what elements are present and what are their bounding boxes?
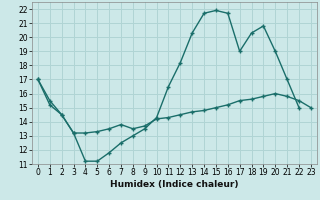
X-axis label: Humidex (Indice chaleur): Humidex (Indice chaleur) bbox=[110, 180, 239, 189]
